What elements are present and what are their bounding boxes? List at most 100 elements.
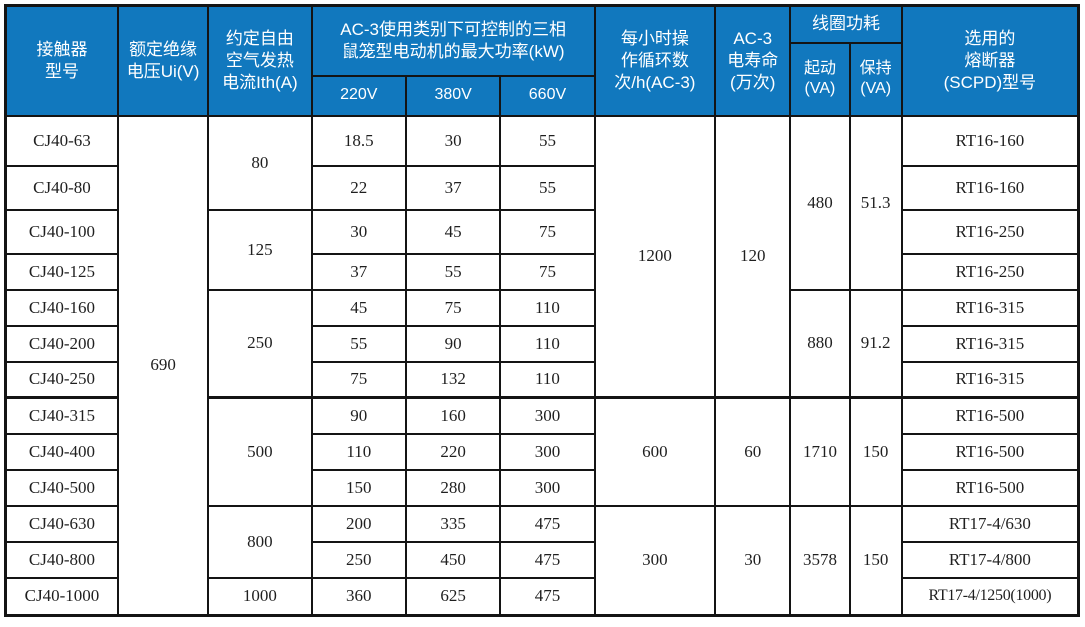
cell-power-220v: 150 [310, 468, 407, 507]
cell-ith: 80 [207, 114, 313, 211]
cell-life: 60 [714, 396, 792, 507]
cell-power-220v: 18.5 [310, 114, 407, 167]
cell-model: CJ40-160 [4, 288, 119, 327]
cell-fuse: RT16-315 [900, 324, 1080, 363]
cell-power-660v: 75 [499, 208, 596, 255]
header-operating-cycles: 每小时操 作循环数 次/h(AC-3) [593, 4, 717, 117]
cell-cycles: 1200 [593, 114, 717, 399]
cell-power-380v: 335 [404, 504, 502, 543]
cell-power-380v: 132 [404, 360, 502, 399]
cell-power-660v: 300 [499, 432, 596, 471]
header-insulation-voltage: 额定绝缘 电压Ui(V) [116, 4, 210, 117]
cell-power-380v: 280 [404, 468, 502, 507]
cell-coil-hold: 91.2 [848, 288, 903, 399]
table-row: CJ40-80 22 37 55 RT16-160 [4, 164, 1080, 211]
cell-power-380v: 160 [404, 396, 502, 435]
cell-power-380v: 75 [404, 288, 502, 327]
header-fuse-type: 选用的 熔断器 (SCPD)型号 [900, 4, 1080, 117]
table-row: CJ40-200 55 90 110 RT16-315 [4, 324, 1080, 363]
cell-model: CJ40-800 [4, 540, 119, 579]
cell-power-220v: 22 [310, 164, 407, 211]
cell-power-220v: 360 [310, 576, 407, 617]
cell-ith: 1000 [207, 576, 313, 617]
header-coil-start-va: 起动 (VA) [789, 41, 851, 117]
cell-coil-hold: 51.3 [848, 114, 903, 291]
cell-model: CJ40-400 [4, 432, 119, 471]
cell-model: CJ40-1000 [4, 576, 119, 617]
table-row: CJ40-250 75 132 110 RT16-315 [4, 360, 1080, 399]
cell-power-380v: 90 [404, 324, 502, 363]
table-row: CJ40-125 37 55 75 RT16-250 [4, 252, 1080, 291]
cell-power-380v: 625 [404, 576, 502, 617]
cell-life: 120 [714, 114, 792, 399]
cell-fuse: RT16-500 [900, 396, 1080, 435]
cell-model: CJ40-500 [4, 468, 119, 507]
cell-power-380v: 55 [404, 252, 502, 291]
cell-power-660v: 300 [499, 468, 596, 507]
cell-fuse: RT16-160 [900, 114, 1080, 167]
cell-power-380v: 450 [404, 540, 502, 579]
cell-power-660v: 475 [499, 504, 596, 543]
cell-power-220v: 90 [310, 396, 407, 435]
cell-power-660v: 475 [499, 576, 596, 617]
contactor-spec-table: 接触器 型号 额定绝缘 电压Ui(V) 约定自由 空气发热 电流Ith(A) A… [4, 4, 1080, 617]
table-row: CJ40-630 800 200 335 475 300 30 3578 150… [4, 504, 1080, 617]
cell-coil-start: 880 [789, 288, 851, 399]
cell-power-380v: 45 [404, 208, 502, 255]
header-coil-power-group: 线圈功耗 [789, 4, 903, 44]
table-row: CJ40-500 150 280 300 RT16-500 [4, 468, 1080, 507]
table-row: CJ40-1000 1000 360 625 475 RT17-4/1250(1… [4, 576, 1080, 617]
cell-fuse: RT16-315 [900, 360, 1080, 399]
cell-power-660v: 55 [499, 164, 596, 211]
table-body: CJ40-63 690 80 18.5 30 55 1200 120 480 5… [4, 114, 1080, 617]
header-ac3-max-power-group: AC-3使用类别下可控制的三相 鼠笼型电动机的最大功率(kW) [310, 4, 596, 77]
header-220v: 220V [310, 74, 407, 117]
cell-power-660v: 300 [499, 396, 596, 435]
cell-power-660v: 110 [499, 360, 596, 399]
cell-power-220v: 250 [310, 540, 407, 579]
cell-power-380v: 30 [404, 114, 502, 167]
table-row: CJ40-63 690 80 18.5 30 55 1200 120 480 5… [4, 114, 1080, 617]
cell-power-660v: 110 [499, 288, 596, 327]
cell-power-220v: 45 [310, 288, 407, 327]
cell-fuse: RT16-250 [900, 252, 1080, 291]
cell-power-660v: 110 [499, 324, 596, 363]
cell-model: CJ40-80 [4, 164, 119, 211]
cell-power-220v: 37 [310, 252, 407, 291]
cell-coil-hold: 150 [848, 396, 903, 507]
cell-insulation-voltage: 690 [116, 114, 210, 617]
header-contactor-model: 接触器 型号 [4, 4, 119, 117]
cell-model: CJ40-630 [4, 504, 119, 543]
cell-ith: 250 [207, 288, 313, 399]
cell-power-660v: 75 [499, 252, 596, 291]
table-row: CJ40-160 250 45 75 110 880 91.2 RT16-315 [4, 288, 1080, 399]
cell-fuse: RT17-4/1250(1000) [900, 576, 1080, 617]
cell-coil-hold: 150 [848, 504, 903, 617]
cell-power-220v: 200 [310, 504, 407, 543]
cell-cycles: 300 [593, 504, 717, 617]
cell-power-660v: 55 [499, 114, 596, 167]
cell-power-220v: 110 [310, 432, 407, 471]
cell-model: CJ40-200 [4, 324, 119, 363]
cell-power-220v: 55 [310, 324, 407, 363]
table-row: CJ40-800 250 450 475 RT17-4/800 [4, 540, 1080, 579]
cell-life: 30 [714, 504, 792, 617]
cell-power-660v: 475 [499, 540, 596, 579]
cell-ith: 500 [207, 396, 313, 507]
cell-power-380v: 37 [404, 164, 502, 211]
header-coil-hold-va: 保持 (VA) [848, 41, 903, 117]
cell-fuse: RT16-315 [900, 288, 1080, 327]
cell-ith: 125 [207, 208, 313, 291]
cell-model: CJ40-63 [4, 114, 119, 167]
cell-fuse: RT17-4/630 [900, 504, 1080, 543]
header-380v: 380V [404, 74, 502, 117]
header-electrical-life: AC-3 电寿命 (万次) [714, 4, 792, 117]
cell-model: CJ40-125 [4, 252, 119, 291]
cell-model: CJ40-315 [4, 396, 119, 435]
cell-cycles: 600 [593, 396, 717, 507]
table-row: CJ40-400 110 220 300 RT16-500 [4, 432, 1080, 471]
table-row: CJ40-315 500 90 160 300 600 60 1710 150 … [4, 396, 1080, 507]
cell-coil-start: 3578 [789, 504, 851, 617]
cell-power-220v: 75 [310, 360, 407, 399]
table-row: CJ40-100 125 30 45 75 RT16-250 [4, 208, 1080, 291]
